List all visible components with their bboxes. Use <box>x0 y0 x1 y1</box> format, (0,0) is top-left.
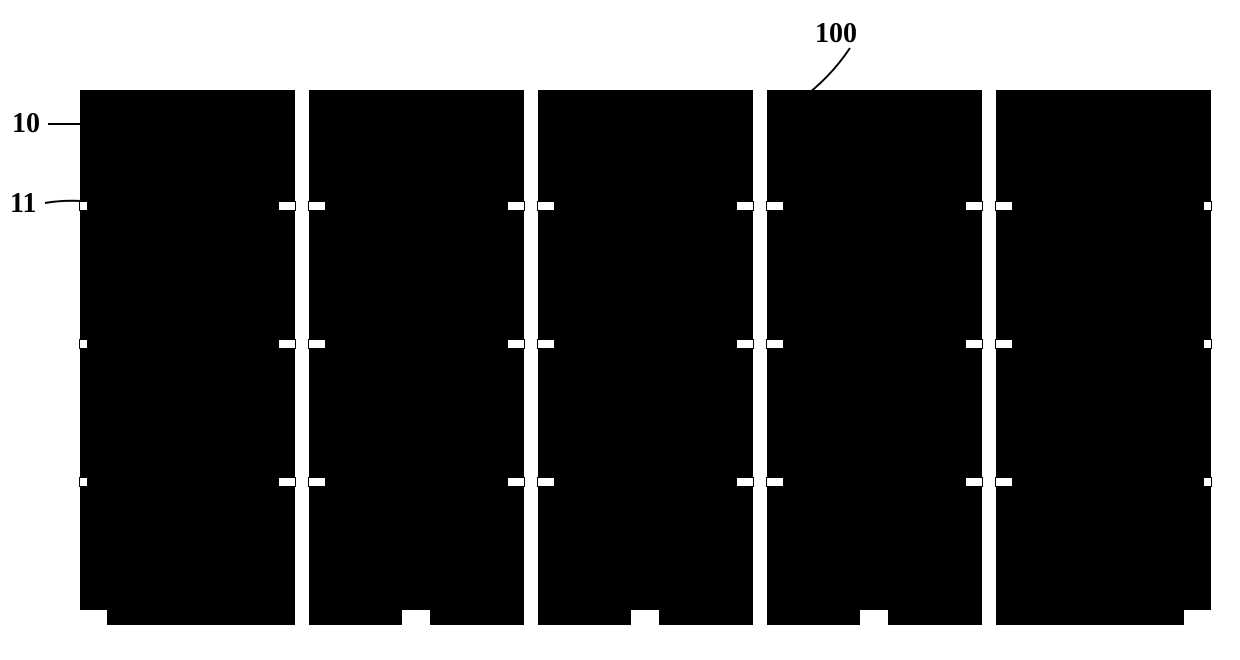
tab-connector <box>79 201 88 211</box>
tab-connector <box>537 477 555 487</box>
tab-connector <box>1203 339 1212 349</box>
tab-connector <box>79 339 88 349</box>
tab-connector <box>537 339 555 349</box>
tab-connector <box>995 201 1013 211</box>
column-block-4 <box>767 90 982 625</box>
column-block-2 <box>309 90 524 625</box>
column-block-3 <box>538 90 753 625</box>
tab-connector <box>278 477 296 487</box>
tab-connector <box>308 339 326 349</box>
figure-container <box>80 90 1210 640</box>
tab-connector <box>766 339 784 349</box>
label-tab: 11 <box>10 188 36 220</box>
tab-connector <box>965 477 983 487</box>
tab-connector <box>995 477 1013 487</box>
tab-connector <box>736 339 754 349</box>
tab-connector <box>965 339 983 349</box>
label-column: 10 <box>12 108 40 140</box>
bottom-notch <box>79 610 107 626</box>
column-block-1 <box>80 90 295 625</box>
tab-connector <box>308 201 326 211</box>
bottom-notch <box>860 610 888 626</box>
label-assembly: 100 <box>815 18 857 50</box>
tab-connector <box>965 201 983 211</box>
column-block-5 <box>996 90 1211 625</box>
tab-connector <box>308 477 326 487</box>
tab-connector <box>507 477 525 487</box>
tab-connector <box>766 477 784 487</box>
bottom-notch <box>402 610 430 626</box>
tab-connector <box>507 339 525 349</box>
bottom-notch <box>1184 610 1212 626</box>
tab-connector <box>736 201 754 211</box>
tab-connector <box>1203 201 1212 211</box>
tab-connector <box>995 339 1013 349</box>
tab-connector <box>507 201 525 211</box>
bottom-notch <box>631 610 659 626</box>
tab-connector <box>278 339 296 349</box>
tab-connector <box>766 201 784 211</box>
tab-connector <box>736 477 754 487</box>
tab-connector <box>278 201 296 211</box>
tab-connector <box>537 201 555 211</box>
tab-connector <box>79 477 88 487</box>
tab-connector <box>1203 477 1212 487</box>
